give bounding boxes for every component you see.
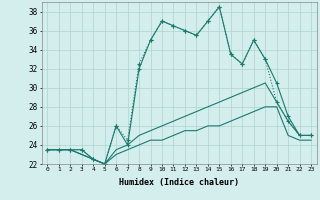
- X-axis label: Humidex (Indice chaleur): Humidex (Indice chaleur): [119, 178, 239, 187]
